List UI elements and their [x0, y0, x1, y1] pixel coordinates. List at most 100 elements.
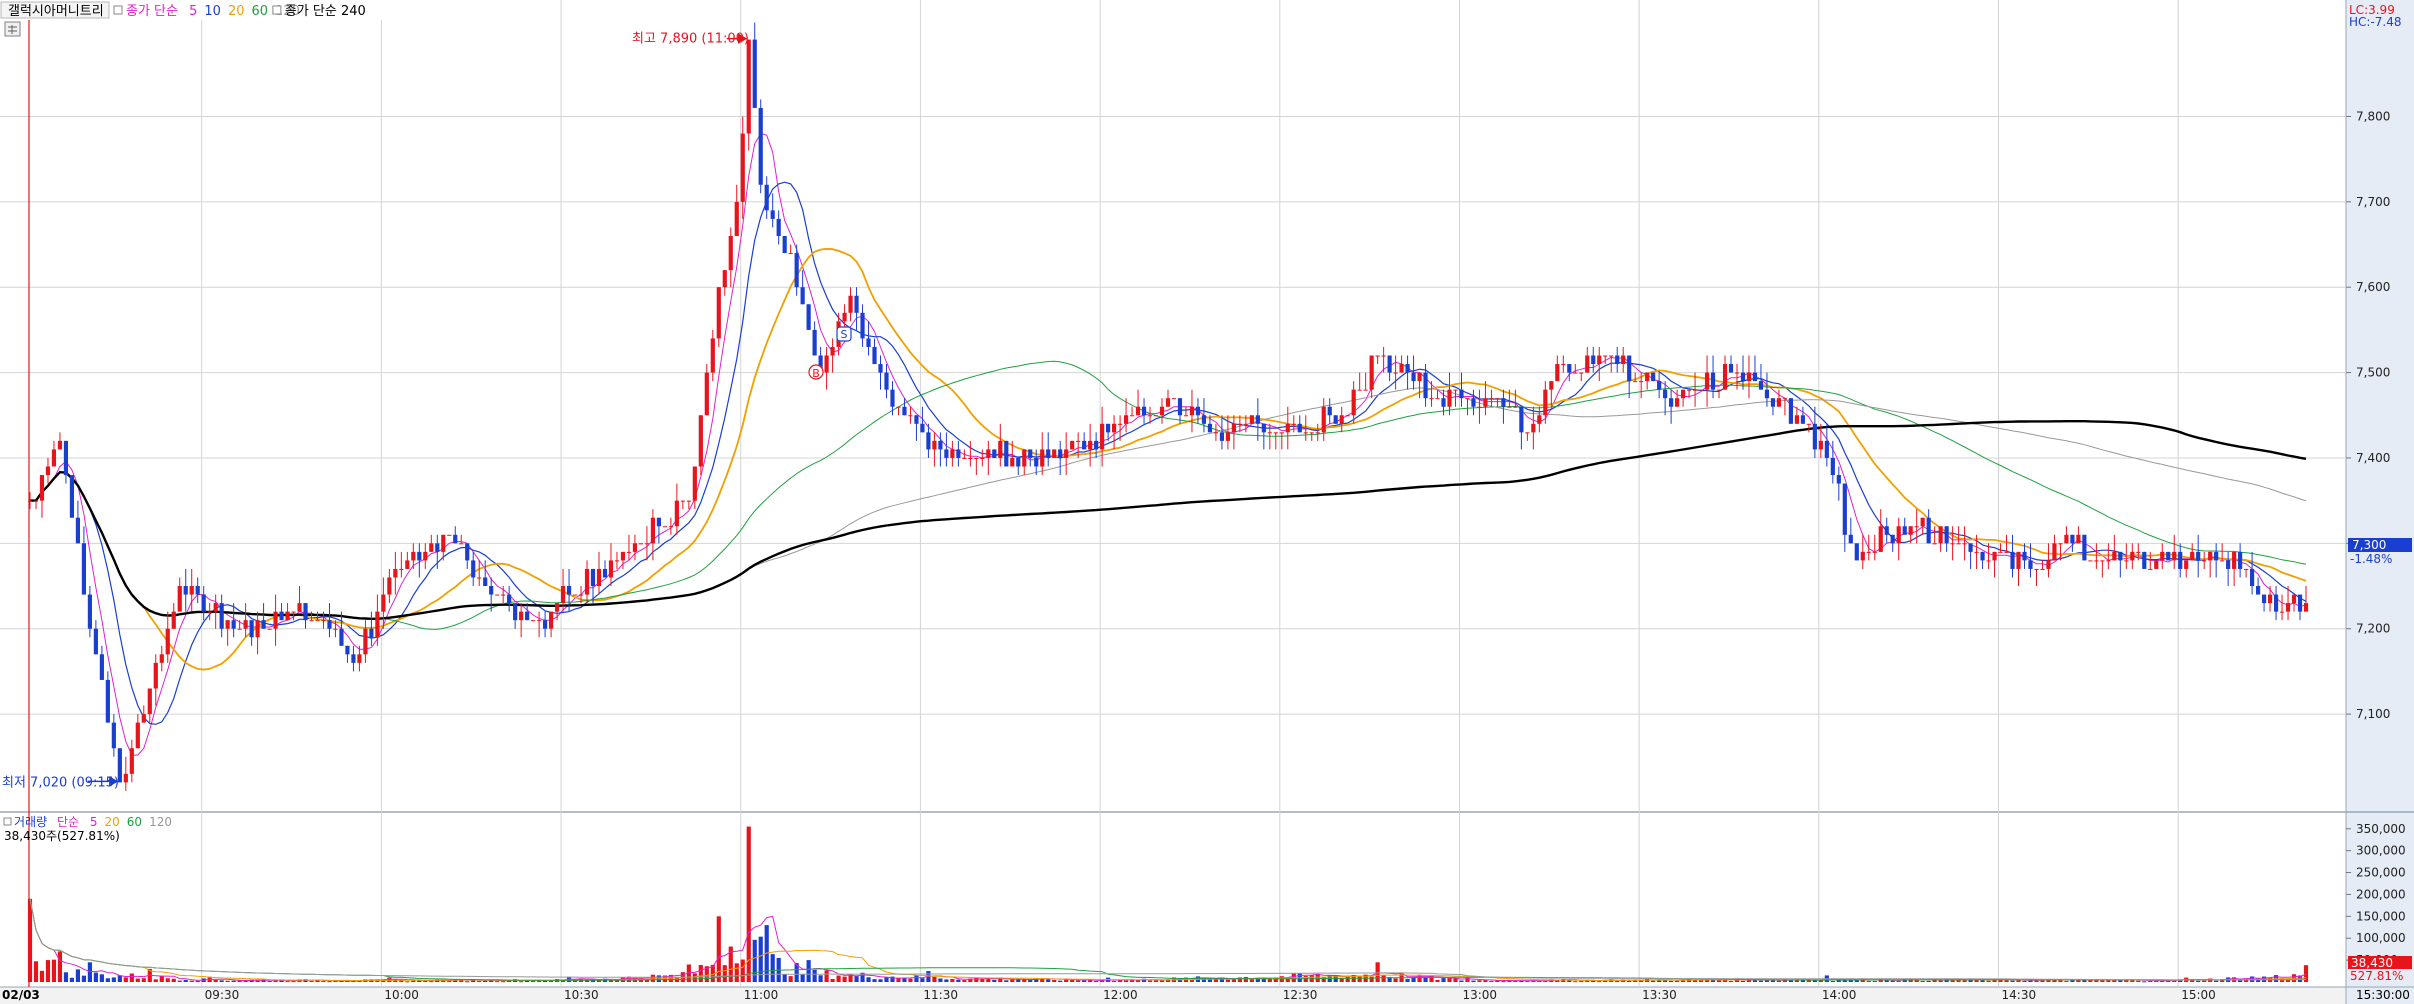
volume-bar	[213, 979, 218, 982]
candle-body	[1453, 389, 1458, 391]
candle-body	[2261, 594, 2267, 604]
candle-body	[531, 620, 536, 622]
volume-bar	[1441, 978, 1446, 982]
volume-bar	[1884, 980, 1889, 982]
buy-marker[interactable]	[808, 364, 824, 380]
volume-bar	[327, 981, 332, 983]
price-tick-label: 7,600	[2356, 280, 2390, 294]
candle-body	[297, 603, 302, 612]
volume-bar	[1471, 980, 1476, 982]
volume-bar	[1034, 978, 1039, 982]
volume-bar	[2106, 979, 2111, 982]
volume-bar	[698, 964, 703, 982]
volume-bar	[1213, 978, 1219, 982]
ma-legend-checkbox[interactable]	[113, 5, 123, 15]
volume-bar	[2046, 979, 2051, 982]
time-tick-label: 10:00	[384, 988, 419, 1002]
candle-body	[1890, 534, 1895, 544]
candle-body	[1710, 372, 1716, 390]
candle-body	[495, 594, 500, 596]
volume-bar	[2022, 981, 2027, 983]
volume-bar	[1147, 980, 1153, 982]
candle-body	[303, 603, 308, 621]
candle-body	[830, 346, 835, 356]
candle-body	[1848, 534, 1853, 544]
volume-bar	[1812, 979, 1817, 982]
volume-bar	[1159, 980, 1165, 982]
volume-bar	[285, 981, 290, 983]
candle-body	[1183, 415, 1189, 417]
volume-bar	[519, 981, 524, 983]
candle-body	[135, 722, 140, 749]
candle-body	[1279, 432, 1284, 434]
last-volume-pct: 527.81%	[2350, 969, 2403, 983]
candle-body	[1165, 398, 1171, 407]
sell-marker[interactable]	[836, 326, 852, 342]
candle-body	[788, 253, 793, 255]
candle-body	[1728, 364, 1734, 373]
volume-bar	[2088, 980, 2093, 982]
volume-bar	[381, 979, 386, 982]
candle-body	[590, 568, 596, 587]
time-tick-label: 11:00	[744, 988, 779, 1002]
volume-bar	[429, 981, 434, 983]
candle-body	[722, 270, 727, 288]
candle-body	[1004, 440, 1009, 467]
volume-bar	[1627, 980, 1632, 982]
volume-legend-checkbox[interactable]	[3, 817, 12, 826]
candle-body	[345, 645, 350, 655]
candle-body	[1585, 355, 1590, 373]
candle-body	[1818, 440, 1823, 450]
candle-body	[992, 449, 997, 458]
volume-bar	[267, 981, 272, 983]
candle-body	[363, 628, 368, 655]
candle-body	[1034, 457, 1039, 467]
candle-body	[734, 201, 739, 236]
candle-body	[2184, 560, 2189, 569]
volume-tick-label: 300,000	[2356, 844, 2406, 858]
volume-bar	[1710, 980, 1716, 982]
candle-body	[608, 560, 614, 578]
volume-bar	[219, 980, 224, 982]
volume-bar	[1135, 979, 1141, 982]
volume-bar	[1117, 979, 1123, 982]
candle-body	[1950, 543, 1955, 545]
candle-body	[548, 611, 554, 629]
candle-body	[2040, 568, 2045, 570]
volume-bar	[471, 979, 476, 982]
volume-bar	[135, 978, 140, 982]
candle-body	[674, 500, 679, 527]
symbol-name-box[interactable]	[0, 1, 110, 19]
candle-body	[333, 628, 338, 630]
volume-bar	[1651, 980, 1656, 982]
volume-bar	[704, 966, 709, 982]
candle-body	[513, 603, 518, 621]
candle-body	[1351, 389, 1356, 416]
candle-body	[1076, 440, 1081, 442]
volume-bar	[1447, 978, 1452, 982]
volume-bar	[2100, 980, 2105, 982]
candle-body	[1734, 372, 1740, 374]
candle-body	[1441, 398, 1446, 407]
volume-ma-line-120	[29, 898, 2307, 981]
time-tick-label: 13:30	[1642, 988, 1677, 1002]
price-tick-label: 7,400	[2356, 451, 2390, 465]
volume-bar	[2190, 979, 2195, 982]
volume-bar	[1123, 980, 1129, 982]
ma240-legend-checkbox[interactable]	[272, 5, 282, 15]
volume-bar	[614, 980, 620, 982]
volume-bar	[974, 977, 979, 982]
volume-bar	[2172, 980, 2177, 982]
volume-bar	[800, 973, 805, 982]
volume-bar	[243, 980, 248, 982]
candle-body	[2202, 560, 2207, 562]
candle-body	[1345, 415, 1350, 417]
candle-body	[1938, 526, 1943, 544]
volume-bar	[63, 972, 69, 982]
volume-bar	[2070, 979, 2075, 982]
volume-bar	[2202, 980, 2207, 982]
candle-body	[1992, 551, 1997, 561]
ma-legend: 종가 단순 5 10 20 60 120	[126, 4, 300, 19]
volume-bar	[393, 979, 398, 982]
candle-body	[477, 577, 482, 579]
